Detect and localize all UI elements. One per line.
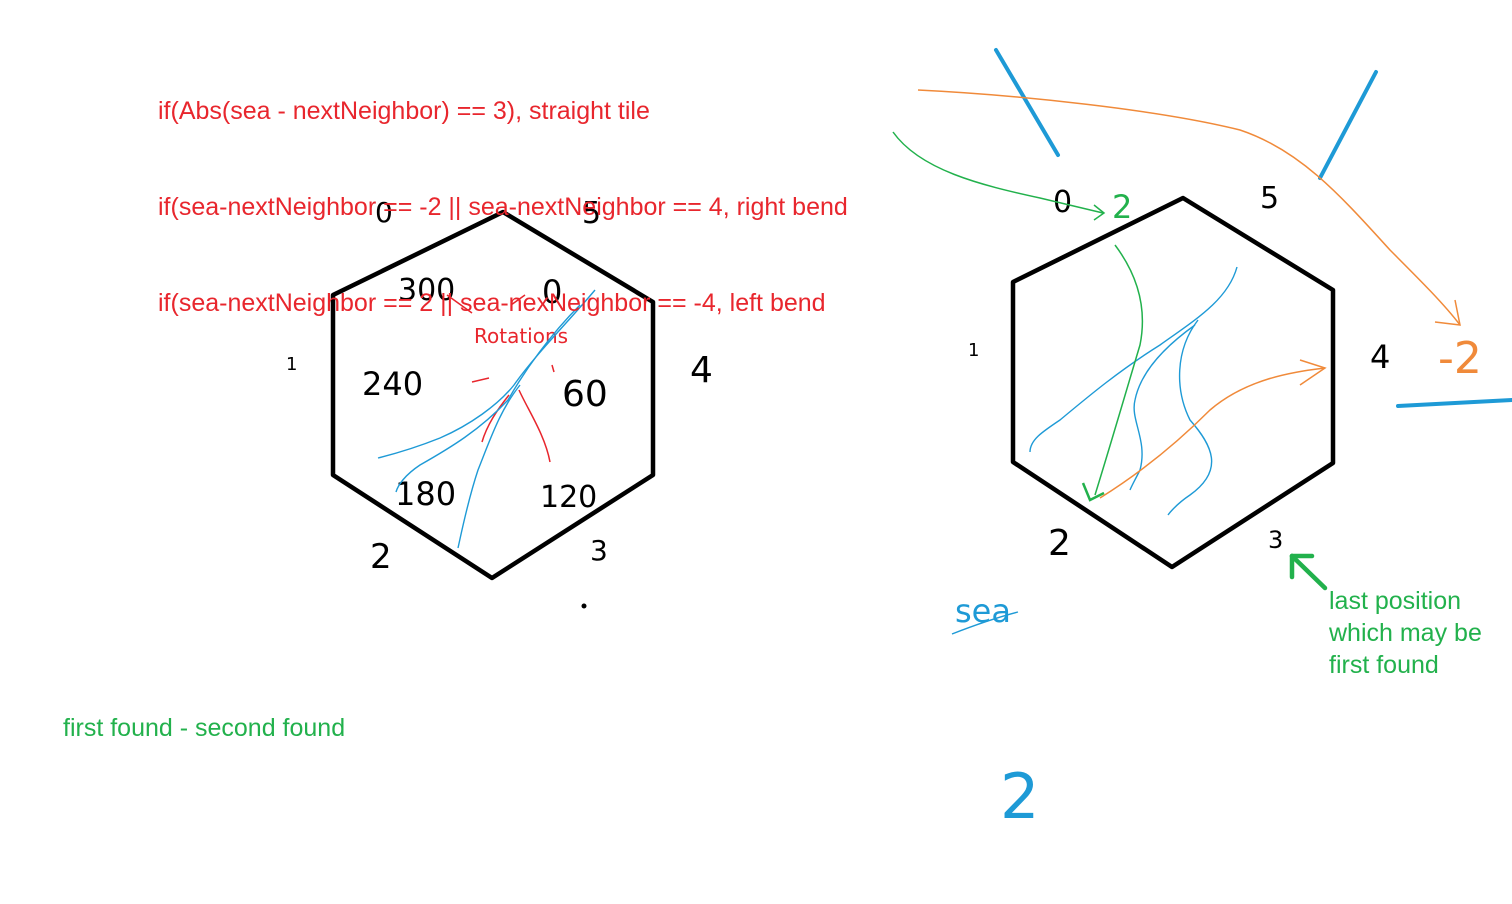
- stray-dot: [581, 603, 587, 609]
- left-edge-label-2: 2: [370, 537, 392, 577]
- sea-underline: [951, 611, 1019, 635]
- sea-edge-strokes: [994, 48, 1512, 408]
- top-green-mark: 2: [1112, 188, 1132, 226]
- rotation-180: 180: [395, 475, 456, 513]
- right-hexagon-outline: [1010, 195, 1336, 570]
- rotation-0: 0: [542, 273, 562, 311]
- green-arrow: [892, 131, 1144, 502]
- right-river-lines: [1029, 266, 1238, 516]
- green-bold-arrow: [1289, 553, 1328, 591]
- right-edge-label-1: 1: [968, 340, 979, 361]
- first-found-note: first found - second found: [63, 714, 346, 742]
- last-position-line-3: first found: [1329, 651, 1439, 679]
- rule-straight: if(Abs(sea - nextNeighbor) == 3), straig…: [158, 97, 650, 125]
- left-edge-label-4: 4: [690, 350, 713, 391]
- left-edge-label-5: 5: [582, 196, 601, 231]
- orange-arrows: [917, 89, 1461, 499]
- last-position-line-1: last position: [1329, 587, 1462, 615]
- rotation-60: 60: [562, 374, 608, 415]
- rotation-120: 120: [540, 480, 597, 515]
- rule-right-bend: if(sea-nextNeighbor == -2 || sea-nextNei…: [158, 193, 848, 221]
- right-edge-label-2: 2: [1048, 523, 1071, 564]
- right-edge-label-4: 4: [1370, 338, 1390, 376]
- left-edge-label-3: 3: [590, 534, 608, 567]
- left-hexagon-outline: [330, 209, 656, 581]
- rotation-300: 300: [398, 273, 455, 308]
- left-edge-label-1: 1: [286, 354, 297, 375]
- left-edge-label-0: 0: [375, 196, 393, 229]
- sea-label: sea: [955, 592, 1011, 630]
- right-edge-label-3: 3: [1268, 526, 1283, 554]
- right-hexagon: 0 1 2 3 4 5 2 -2 sea 2: [892, 48, 1512, 833]
- tile-rules: if(Abs(sea - nextNeighbor) == 3), straig…: [158, 31, 848, 351]
- right-edge-label-5: 5: [1260, 181, 1279, 216]
- last-position-line-2: which may be: [1329, 619, 1482, 647]
- rotation-240: 240: [362, 365, 423, 403]
- right-orange-mark: -2: [1438, 333, 1482, 384]
- left-river-lines: [377, 289, 596, 549]
- rotation-ticks: [446, 294, 555, 463]
- left-hexagon: 0 1 2 3 4 5 300 0 60 120 180 240 Rotatio…: [286, 196, 713, 609]
- bottom-blue-mark: 2: [1000, 760, 1039, 833]
- right-edge-label-0: 0: [1053, 185, 1072, 220]
- rule-left-bend: if(sea-nextNeighbor == 2 || sea-nexNeigh…: [158, 289, 826, 317]
- last-position-note: last position which may be first found: [1329, 585, 1482, 681]
